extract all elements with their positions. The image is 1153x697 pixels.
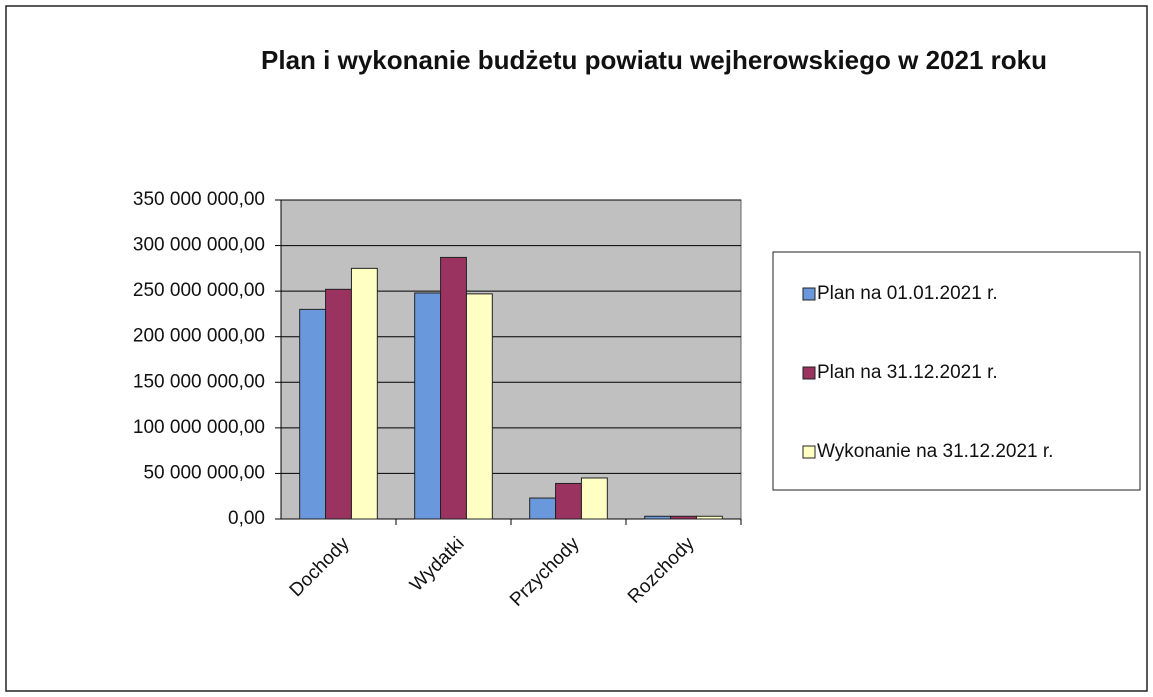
bar: [580, 477, 608, 520]
bar: [644, 515, 672, 520]
y-tick-label: 350 000 000,00: [133, 189, 265, 210]
y-tick-label: 0,00: [228, 508, 265, 529]
bar: [440, 256, 467, 520]
legend-swatch: [802, 287, 816, 301]
legend-box: [772, 251, 1141, 491]
bar: [695, 515, 723, 520]
chart-title: Plan i wykonanie budżetu powiatu wejhero…: [261, 45, 1047, 75]
bar: [529, 497, 557, 520]
x-tick-label: Rozchody: [624, 533, 699, 608]
legend-swatch: [802, 366, 816, 380]
legend-label: Plan na 31.12.2021 r.: [817, 362, 998, 383]
bar: [299, 308, 327, 520]
bar: [555, 482, 582, 520]
legend-label: Wykonanie na 31.12.2021 r.: [817, 441, 1053, 462]
bar: [670, 515, 697, 520]
y-tick-label: 100 000 000,00: [133, 417, 265, 438]
y-tick-label: 50 000 000,00: [143, 462, 265, 483]
bar: [325, 288, 352, 520]
x-tick-label: Dochody: [286, 533, 354, 601]
legend-label: Plan na 01.01.2021 r.: [817, 283, 998, 304]
bar: [414, 292, 442, 520]
bar: [350, 267, 378, 520]
y-tick-label: 300 000 000,00: [133, 235, 265, 256]
x-tick-label: Wydatki: [406, 533, 469, 596]
y-tick-label: 200 000 000,00: [133, 326, 265, 347]
chart-border: [5, 5, 1148, 692]
bar: [465, 293, 493, 520]
x-tick-label: Przychody: [506, 533, 584, 611]
legend-swatch: [802, 445, 816, 459]
y-tick-label: 250 000 000,00: [133, 280, 265, 301]
y-tick-label: 150 000 000,00: [133, 371, 265, 392]
